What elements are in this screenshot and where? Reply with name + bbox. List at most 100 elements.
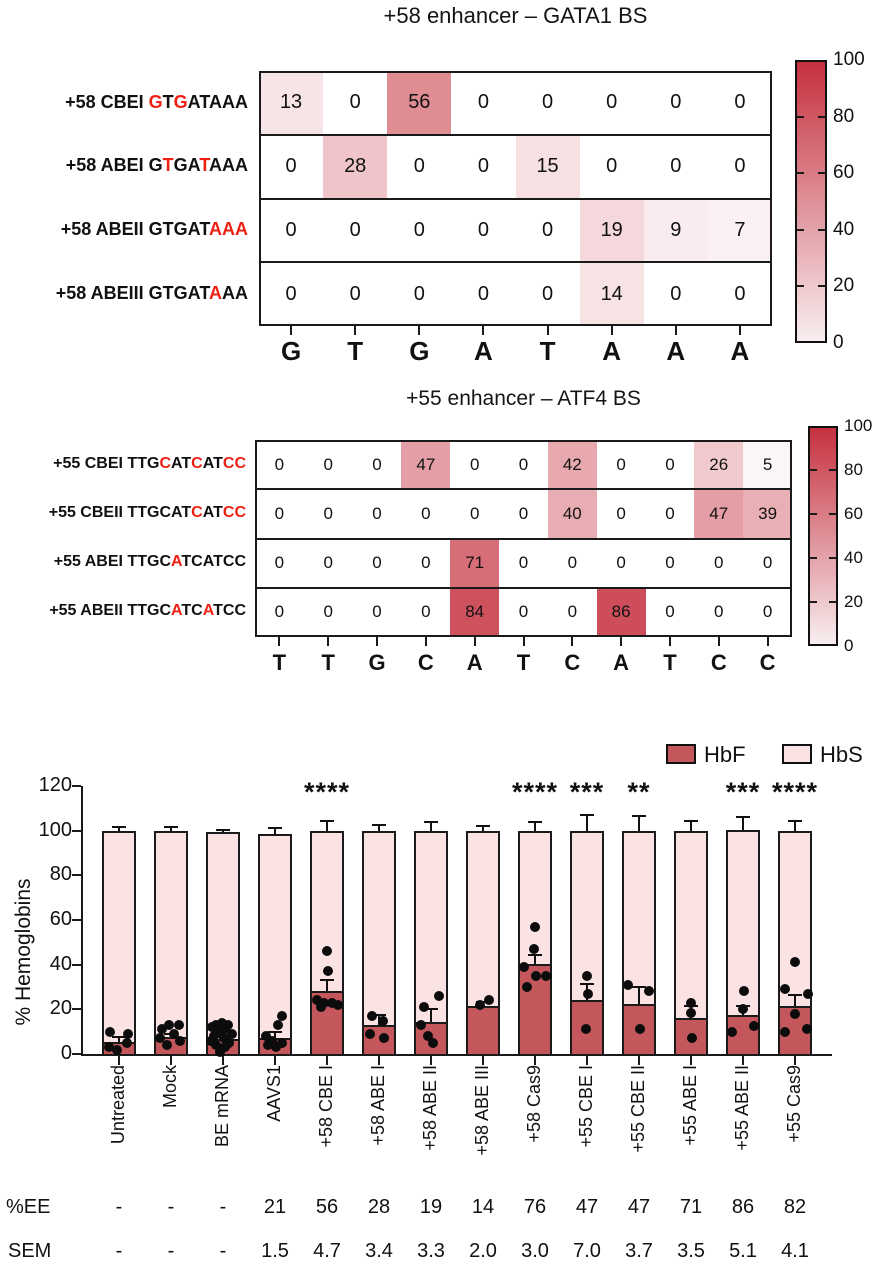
cell-value: 0: [665, 602, 675, 622]
error-bar-total-cap: [476, 825, 490, 828]
cell-value: 86: [611, 602, 631, 622]
heatmap-cell: 0: [323, 198, 388, 263]
heatmap-cell: 40: [547, 489, 597, 539]
cell-value: 0: [665, 503, 675, 523]
heatmap-cell: 0: [499, 538, 548, 588]
data-point: [738, 1004, 748, 1015]
heatmap-row-label: +58 CBEI GTGATAAA: [0, 92, 248, 113]
colorbar-tick-label: 100: [844, 416, 873, 436]
column-tick: [610, 326, 613, 335]
table-cell-sem: 4.1: [781, 1240, 809, 1262]
sequence-letter: G: [146, 503, 160, 521]
sequence-letter: A: [187, 282, 200, 303]
heatmap-cell: 0: [401, 538, 451, 588]
heatmap-cell: 0: [694, 587, 744, 637]
column-tick: [738, 326, 741, 335]
error-bar-total: [378, 825, 380, 831]
colorbar-inner-tick: [797, 115, 804, 118]
error-bar-total: [326, 820, 328, 831]
error-bar-hbf: [430, 1009, 432, 1022]
x-axis-label: +55 Cas9: [784, 1065, 804, 1143]
error-bar-total-cap: [424, 820, 438, 823]
data-point: [220, 1042, 230, 1053]
column-tick: [482, 326, 485, 335]
significance-stars: ***: [725, 777, 761, 807]
x-axis-line: [81, 1054, 832, 1056]
x-axis-tick: [378, 1056, 380, 1065]
cell-value: 9: [670, 218, 682, 241]
table-cell-sem: -: [167, 1240, 175, 1262]
heatmap-cell: 0: [303, 587, 353, 637]
heatmap-cell: 0: [547, 587, 597, 637]
cell-value: 0: [518, 602, 529, 622]
error-bar-total-cap: [320, 819, 334, 822]
x-axis-label: Mock: [160, 1065, 180, 1109]
y-axis-tick-label: 40: [49, 952, 72, 975]
data-point: [365, 1028, 375, 1039]
error-bar-total: [118, 827, 120, 831]
data-point: [582, 970, 592, 981]
heatmap-cell: 0: [645, 489, 695, 539]
x-axis-label: +58 ABE I: [368, 1065, 388, 1146]
data-point: [623, 979, 633, 990]
sequence-letter: C: [191, 602, 203, 620]
colorbar-tick-label: 80: [844, 460, 863, 480]
sequence-letter: A: [187, 91, 200, 112]
y-axis-line: [81, 786, 83, 1056]
data-point: [211, 1040, 221, 1051]
cell-value: 0: [413, 218, 425, 241]
data-point: [522, 982, 532, 992]
cell-value: 0: [477, 91, 489, 114]
error-bar-hbf: [326, 980, 328, 992]
error-bar-hbf: [794, 994, 796, 1006]
heatmap-cell: 0: [579, 134, 644, 199]
y-axis-tick: [72, 874, 81, 877]
data-point: [174, 1019, 184, 1030]
sequence-letter-edited: T: [162, 155, 174, 176]
sequence-letter: T: [127, 503, 138, 521]
x-axis-letter: C: [564, 650, 581, 675]
data-point: [541, 970, 551, 981]
heatmap-cell: 0: [596, 538, 646, 588]
x-axis-letter: T: [272, 650, 287, 675]
sequence-letter: G: [173, 155, 188, 176]
column-tick: [327, 637, 330, 646]
data-point: [419, 1002, 429, 1013]
heatmap-cell: 0: [645, 538, 695, 588]
colorbar-inner-tick: [810, 557, 817, 559]
cell-value: 0: [372, 503, 382, 523]
cell-value: 0: [606, 155, 618, 178]
sequence-letter-edited: A: [209, 282, 222, 303]
x-axis-label: +55 ABE I: [680, 1065, 700, 1146]
heatmap-cell: 19: [579, 198, 644, 263]
error-bar-hbf-cap: [424, 1008, 438, 1011]
heatmap-cell: 0: [303, 538, 353, 588]
x-axis-tick: [326, 1056, 328, 1065]
row-separator-line: [255, 537, 792, 540]
x-axis-tick: [482, 1056, 484, 1065]
heatmap-55-title: +55 enhancer – ATF4 BS: [406, 387, 641, 410]
heatmap-cell: 86: [596, 587, 646, 637]
colorbar-tick-label: 60: [833, 162, 855, 184]
heatmap-cell: 0: [323, 71, 388, 135]
cell-value: 0: [734, 282, 746, 305]
data-point: [686, 997, 696, 1008]
error-bar-total-cap: [684, 819, 698, 822]
row-separator-line: [255, 488, 792, 491]
y-axis-tick-label: 0: [60, 1042, 72, 1064]
significance-stars: ****: [511, 777, 559, 807]
table-header-sem: SEM: [8, 1240, 52, 1262]
cell-value: 0: [670, 155, 682, 178]
data-point: [475, 999, 485, 1010]
cell-value: 0: [285, 218, 297, 241]
cell-value: 0: [734, 155, 746, 178]
data-point: [323, 966, 333, 977]
data-point: [261, 1031, 271, 1042]
sequence-letter-edited: G: [148, 91, 163, 112]
error-bar-total: [170, 827, 172, 831]
error-bar-hbf-cap: [580, 982, 594, 985]
sequence-letter-edited: A: [171, 602, 182, 620]
colorbar-inner-tick: [818, 228, 825, 231]
x-axis-letter: A: [602, 336, 622, 366]
table-cell-sem: 3.5: [677, 1240, 705, 1262]
